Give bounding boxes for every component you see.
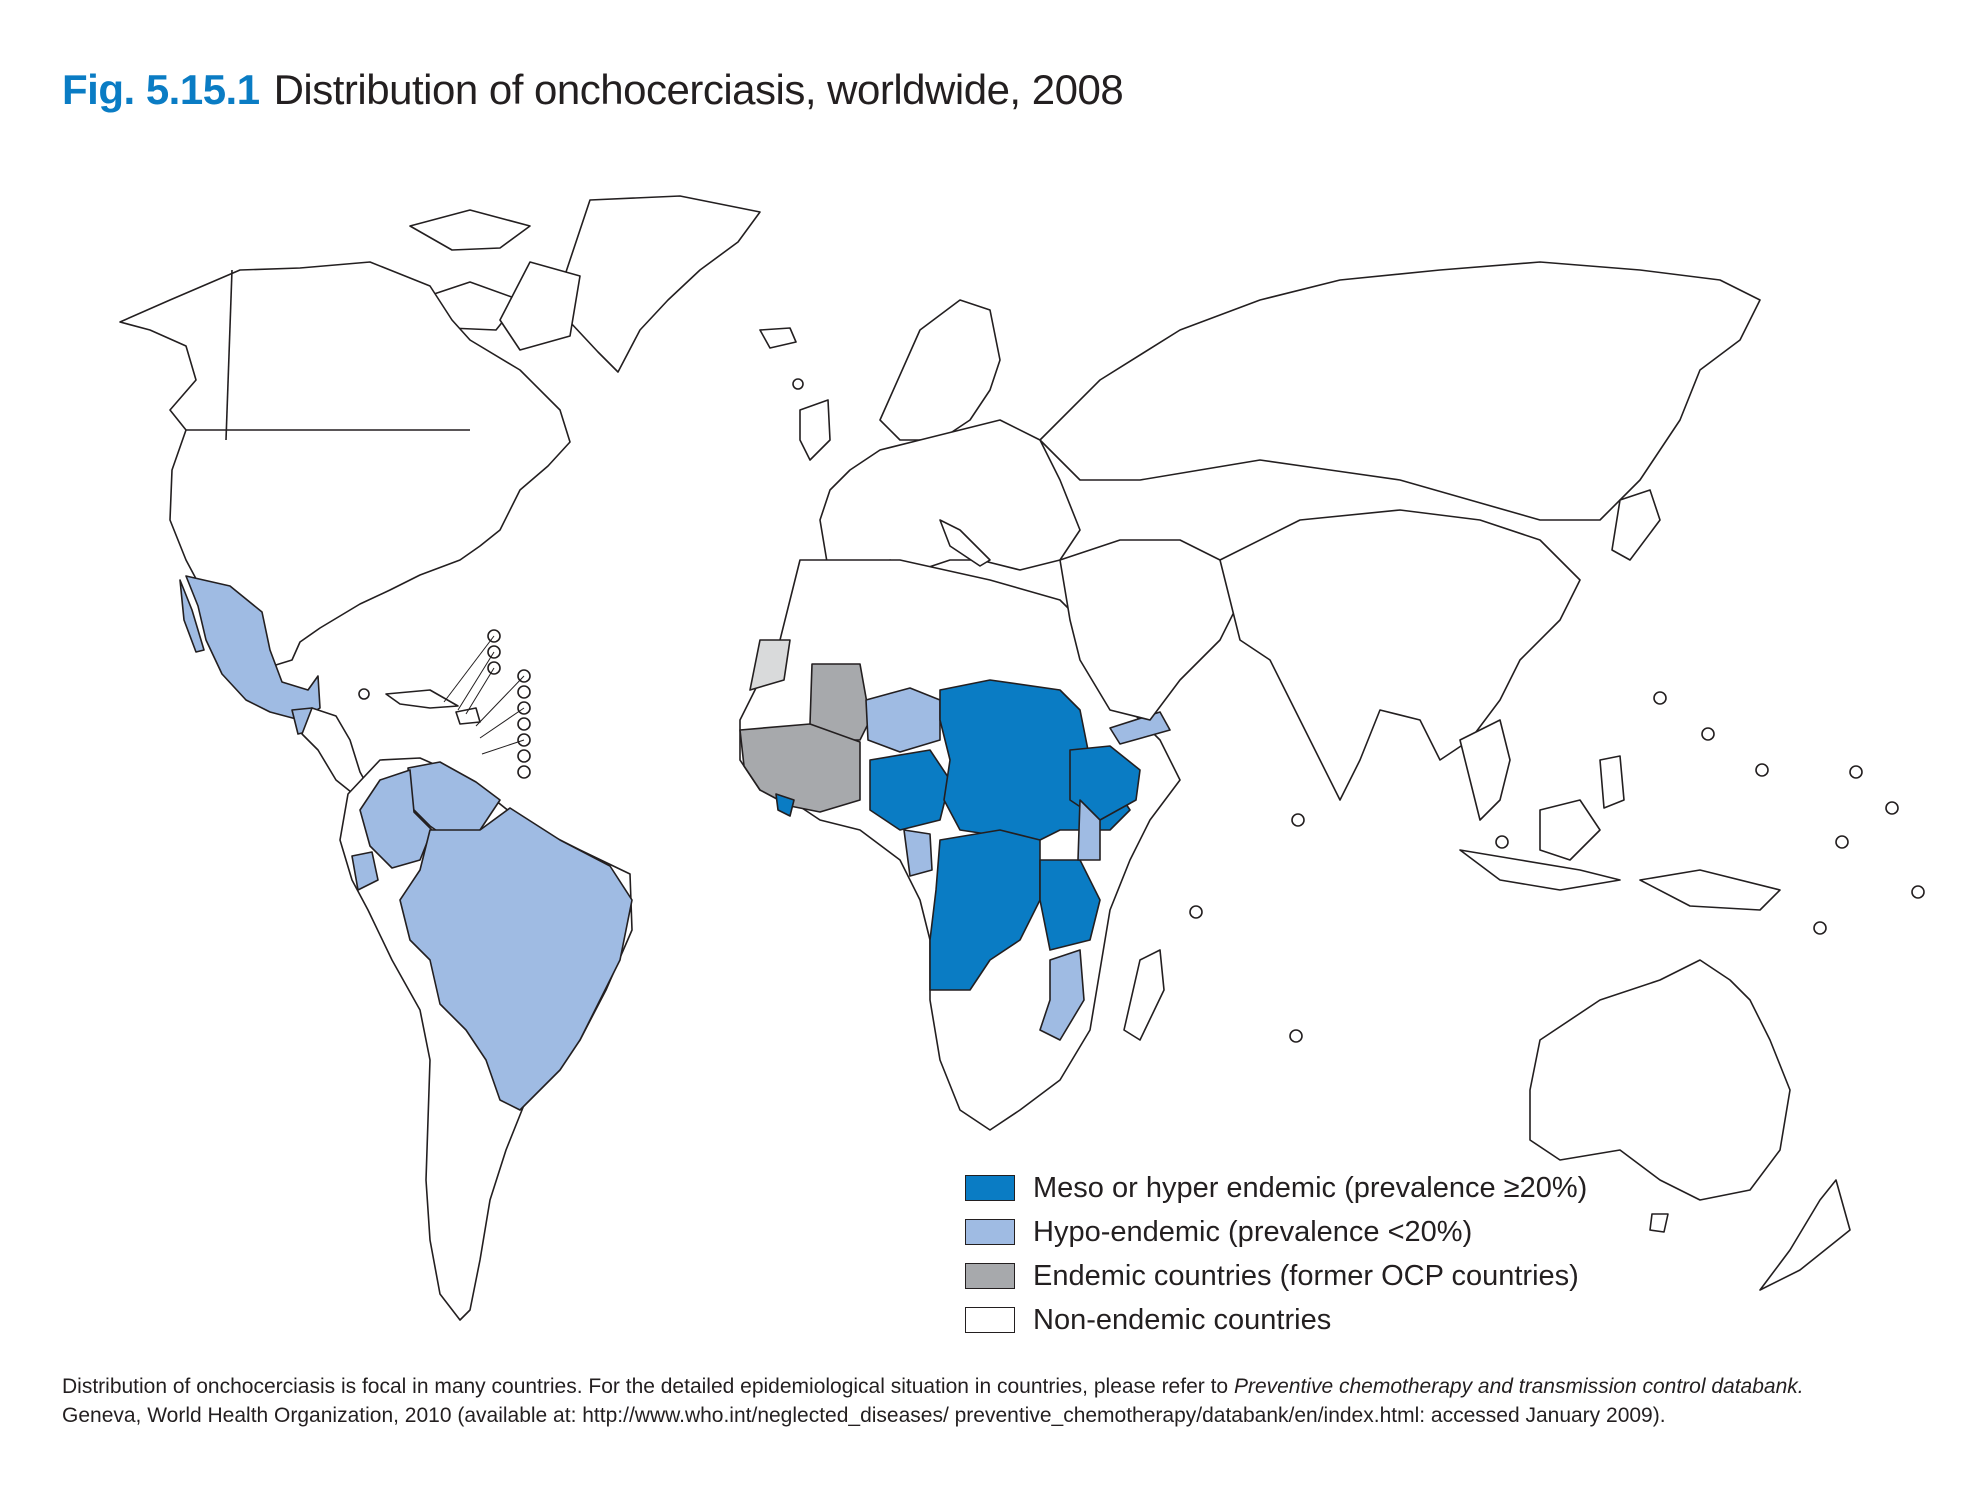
leader-line: [465, 667, 495, 715]
philippines: [1599, 755, 1625, 809]
note-line-2: Geneva, World Health Organization, 2010 …: [62, 1404, 1666, 1427]
island-marker: [517, 765, 531, 779]
iceland: [759, 327, 797, 349]
baja-california: [179, 579, 205, 653]
north-america: [119, 261, 571, 669]
legend-swatch-ocp: [965, 1263, 1015, 1289]
note-line-1: Distribution of onchocerciasis is focal …: [62, 1372, 1942, 1401]
uk: [799, 399, 831, 461]
island-marker: [792, 378, 804, 390]
mexico: [185, 575, 321, 721]
indonesia: [1459, 849, 1621, 891]
tasmania: [1649, 1213, 1669, 1233]
italy: [939, 519, 991, 567]
colombia: [359, 769, 433, 869]
legend-label: Meso or hyper endemic (prevalence ≥20%): [1033, 1171, 1588, 1204]
kenya: [1077, 799, 1101, 861]
island-marker: [1701, 727, 1715, 741]
southeast-asia: [1459, 719, 1511, 821]
legend-label: Hypo-endemic (prevalence <20%): [1033, 1215, 1473, 1248]
legend-item: Meso or hyper endemic (prevalence ≥20%): [965, 1166, 1587, 1210]
island-marker: [1755, 763, 1769, 777]
island-marker: [1289, 1029, 1303, 1043]
island-marker: [1495, 835, 1509, 849]
leader-line: [479, 707, 525, 739]
greenland: [559, 195, 761, 373]
map-outlines: [119, 195, 1851, 1321]
source-note: Distribution of onchocerciasis is focal …: [62, 1372, 1942, 1430]
island-marker: [1835, 835, 1849, 849]
alaska-border: [225, 269, 233, 441]
legend-swatch-non-endemic: [965, 1307, 1015, 1333]
new-zealand: [1759, 1179, 1851, 1291]
ethiopia: [1069, 745, 1141, 821]
niger: [865, 687, 941, 753]
arctic-islands: [409, 209, 531, 251]
figure-number: Fig. 5.15.1: [62, 66, 260, 113]
drc: [929, 829, 1041, 991]
legend: Meso or hyper endemic (prevalence ≥20%) …: [965, 1166, 1587, 1342]
leader-line: [475, 675, 525, 727]
island-marker: [517, 717, 531, 731]
new-guinea: [1639, 869, 1781, 911]
island-marker: [517, 749, 531, 763]
island-marker: [1813, 921, 1827, 935]
liberia: [775, 793, 795, 817]
island-markers: [487, 378, 1925, 1043]
west-africa-ocp: [739, 723, 861, 813]
legend-label: Non-endemic countries: [1033, 1303, 1332, 1336]
island-marker: [1911, 885, 1925, 899]
island-marker: [1291, 813, 1305, 827]
leader-line: [481, 739, 525, 755]
leader-line: [443, 635, 495, 703]
mauritania-light: [749, 639, 791, 691]
ecuador: [351, 851, 379, 891]
legend-item: Endemic countries (former OCP countries): [965, 1254, 1587, 1298]
databank-title: Preventive chemotherapy and transmission…: [1233, 1375, 1804, 1398]
gabon: [903, 829, 933, 877]
legend-swatch-meso: [965, 1175, 1015, 1201]
island-marker: [517, 685, 531, 699]
legend-item: Hypo-endemic (prevalence <20%): [965, 1210, 1587, 1254]
island-marker: [1189, 905, 1203, 919]
caribbean-leader-lines: [443, 635, 525, 755]
leader-line: [457, 651, 495, 711]
note-line-1-text: Distribution of onchocerciasis is focal …: [62, 1375, 1234, 1398]
australia: [1529, 959, 1791, 1201]
cuba: [385, 689, 459, 709]
borneo: [1539, 799, 1601, 861]
legend-swatch-hypo: [965, 1219, 1015, 1245]
figure-title: Fig. 5.15.1 Distribution of onchocerciasi…: [62, 66, 1124, 114]
baffin-island: [499, 261, 581, 351]
madagascar: [1123, 949, 1165, 1041]
india-china: [1219, 509, 1581, 801]
caribbean-island: [358, 688, 370, 700]
island-marker: [1653, 691, 1667, 705]
nigeria: [869, 749, 951, 831]
legend-label: Endemic countries (former OCP countries): [1033, 1259, 1579, 1292]
island-marker: [1885, 801, 1899, 815]
figure-title-text: Distribution of onchocerciasis, worldwid…: [273, 66, 1124, 113]
russia-asia: [1039, 261, 1761, 521]
middle-east: [1059, 539, 1241, 721]
scandinavia: [879, 299, 1001, 441]
mozambique: [1039, 949, 1085, 1041]
island-marker: [1849, 765, 1863, 779]
europe: [819, 419, 1081, 581]
brazil: [399, 807, 633, 1111]
japan: [1611, 489, 1661, 561]
legend-item: Non-endemic countries: [965, 1298, 1587, 1342]
